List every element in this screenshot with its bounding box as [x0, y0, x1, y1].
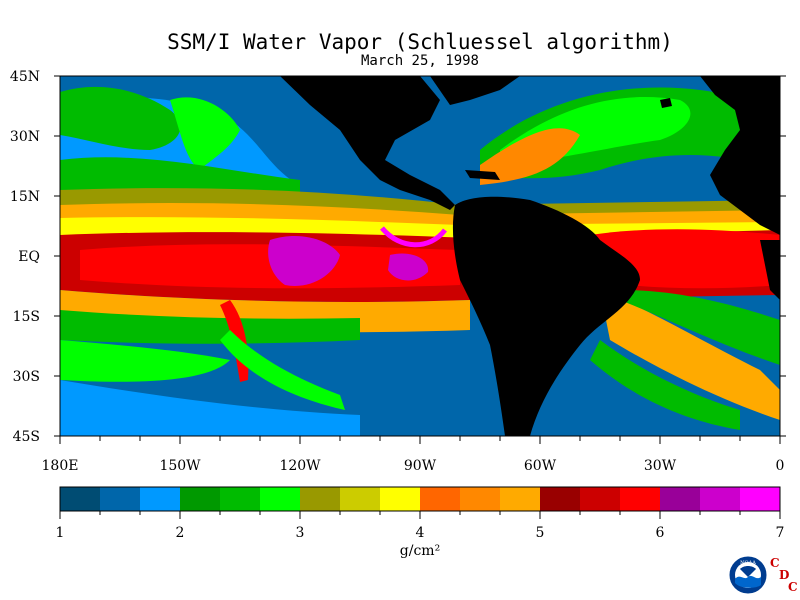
magenta-arc: [380, 226, 447, 248]
longitude-axis: 180E 150W 120W 90W 60W 30W 0: [42, 436, 785, 474]
colorbar-swatch: [60, 487, 101, 511]
colorbar-label-6: 6: [656, 525, 665, 541]
colorbar-swatch: [460, 487, 501, 511]
south-blue-band: [60, 380, 360, 436]
water-vapor-field: [60, 76, 780, 436]
north-green-swirl-2: [170, 97, 240, 170]
azores-islands: [660, 98, 672, 108]
lat-label-45s: 45S: [13, 429, 40, 445]
colorbar-swatch: [380, 487, 421, 511]
page-subtitle: March 25, 1998: [360, 53, 479, 69]
south-green-band: [60, 310, 360, 344]
cdc-letter-c1: C: [770, 556, 780, 570]
magenta-patch-1: [268, 235, 340, 286]
africa-europe-land: [700, 76, 780, 235]
itcz-bright-red: [80, 244, 460, 289]
lon-label-180e: 180E: [42, 458, 79, 474]
lon-label-120w: 120W: [279, 458, 321, 474]
colorbar-swatch: [100, 487, 141, 511]
colorbar-swatch: [660, 487, 701, 511]
cdc-letter-d: D: [779, 568, 790, 582]
colorbar-swatch: [180, 487, 221, 511]
lon-label-60w: 60W: [524, 458, 557, 474]
north-green-swirl: [60, 86, 181, 150]
colorbar-swatch: [260, 487, 301, 511]
lon-label-30w: 30W: [644, 458, 677, 474]
south-atlantic-lower-green: [590, 340, 740, 430]
colorbar-swatch: [500, 487, 541, 511]
page-title: SSM/I Water Vapor (Schluessel algorithm): [167, 30, 673, 54]
africa-south-land: [760, 240, 780, 300]
lon-label-150w: 150W: [159, 458, 201, 474]
colorbar-label-3: 3: [296, 525, 305, 541]
atlantic-orange-streak: [480, 128, 580, 185]
lat-label-30n: 30N: [10, 129, 40, 145]
north-america-east-land: [430, 76, 520, 105]
south-atlantic-green: [620, 290, 780, 365]
colorbar-label-4: 4: [416, 525, 425, 541]
south-pacific-bright-green: [60, 340, 230, 382]
noaa-logo-text: NOAA: [740, 560, 756, 566]
magenta-patch-2: [388, 253, 429, 281]
colorbar-label-1: 1: [56, 525, 65, 541]
cdc-letter-c2: C: [788, 580, 798, 594]
colorbar: [60, 487, 781, 511]
colorbar-swatch: [540, 487, 581, 511]
colorbar-swatch: [420, 487, 461, 511]
lat-label-15s: 15S: [13, 309, 40, 325]
colorbar-label-2: 2: [176, 525, 185, 541]
colorbar-ticks: 1 2 3 4 5 6 7 g/cm²: [56, 511, 785, 559]
south-america-land: [452, 196, 640, 436]
north-america-land: [280, 76, 455, 210]
latitude-axis: 45N 30N 15N EQ 15S 30S 45S: [10, 69, 786, 445]
colorbar-swatch: [300, 487, 341, 511]
colorbar-swatch: [700, 487, 741, 511]
lat-label-eq: EQ: [18, 249, 40, 265]
colorbar-label-7: 7: [776, 525, 785, 541]
lat-label-30s: 30S: [13, 369, 40, 385]
colorbar-swatch: [620, 487, 661, 511]
caribbean-islands: [465, 170, 500, 180]
south-pacific-green-tongue: [220, 330, 345, 410]
lon-label-0: 0: [776, 458, 785, 474]
south-atlantic-orange: [600, 290, 780, 420]
colorbar-swatch: [140, 487, 181, 511]
lat-label-45n: 45N: [10, 69, 40, 85]
lat-label-15n: 15N: [10, 189, 40, 205]
colorbar-swatch: [580, 487, 621, 511]
noaa-logo-icon: NOAA: [728, 555, 768, 595]
colorbar-label-5: 5: [536, 525, 545, 541]
colorbar-swatch: [340, 487, 381, 511]
lon-label-90w: 90W: [404, 458, 437, 474]
colorbar-swatch: [220, 487, 261, 511]
colorbar-unit-label: g/cm²: [400, 543, 440, 559]
colorbar-swatch: [740, 487, 781, 511]
